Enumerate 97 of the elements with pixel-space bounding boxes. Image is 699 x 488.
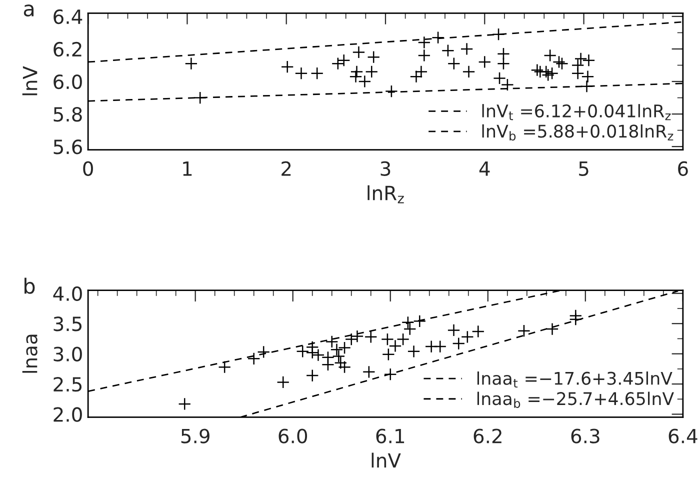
point	[296, 344, 310, 358]
point	[403, 322, 416, 336]
x-tick-label: 6.2	[474, 428, 502, 444]
point	[569, 312, 582, 326]
point	[325, 335, 338, 348]
y-tick-label: 5.6	[54, 140, 82, 154]
point	[330, 343, 344, 356]
point	[401, 316, 414, 329]
point	[432, 31, 444, 44]
point	[478, 56, 492, 68]
x-tick-label: 1	[183, 162, 192, 176]
x-tick-label: 6.3	[571, 428, 600, 444]
point	[334, 356, 348, 370]
point	[178, 398, 192, 410]
y-tick-label: 3.0	[54, 346, 82, 362]
point	[352, 46, 366, 59]
point	[306, 369, 319, 382]
point	[556, 57, 568, 70]
point	[276, 376, 290, 389]
x-tick-label: 4	[479, 162, 490, 176]
x-tick-label: 0	[83, 161, 93, 176]
point	[581, 70, 594, 84]
point	[358, 75, 372, 88]
point	[312, 348, 325, 362]
point	[367, 50, 380, 64]
point	[544, 49, 557, 62]
point	[362, 365, 376, 378]
point	[349, 70, 362, 84]
point	[434, 340, 447, 353]
x-tick-label: 6.1	[376, 428, 404, 444]
legend-label: lnV$_{t}$ =6.12+0.041lnR$_{z}$	[482, 104, 671, 120]
y-tick-label: 5.8	[54, 106, 82, 122]
x-axis-title: lnR$_{z}$	[368, 185, 404, 204]
point	[571, 66, 584, 80]
point	[322, 358, 334, 372]
point	[580, 80, 594, 93]
legend-label: lnaa$_{t}$ =−17.6+3.45lnV	[477, 371, 672, 388]
y-tick-label: 2.5	[54, 376, 82, 392]
y-tick-label: 3.5	[54, 316, 82, 332]
point	[462, 65, 476, 78]
point	[306, 346, 319, 360]
point	[447, 324, 460, 337]
point	[257, 346, 270, 358]
point	[546, 66, 558, 80]
x-tick-label: 6	[678, 161, 688, 176]
x-tick-label: 5.9	[181, 428, 210, 444]
point	[218, 360, 232, 374]
point	[540, 65, 553, 78]
point	[460, 42, 474, 56]
point	[497, 47, 510, 60]
point	[385, 84, 398, 98]
point	[381, 332, 394, 346]
point	[493, 72, 506, 85]
y-tick-label: 2.0	[54, 407, 82, 422]
y-tick-label: 6.2	[54, 42, 82, 57]
point	[413, 314, 426, 328]
point	[247, 352, 260, 366]
point	[384, 368, 397, 381]
point	[472, 325, 485, 338]
point	[418, 49, 431, 62]
y-axis-title: lnV	[22, 66, 38, 96]
y-tick-label: 6.4	[54, 9, 82, 24]
x-tick-label: 6.0	[278, 428, 308, 444]
x-tick-label: 3	[380, 161, 390, 176]
legend-label: lnaa$_{b}$ =−25.7+4.65lnV	[477, 392, 674, 408]
y-tick-label: 4.0	[53, 286, 82, 302]
point	[194, 91, 207, 104]
point	[365, 65, 378, 78]
point	[350, 65, 364, 78]
point	[552, 56, 566, 68]
x-tick-label: 5	[579, 162, 588, 176]
point	[530, 64, 544, 77]
point	[294, 66, 308, 80]
point	[447, 57, 460, 70]
legend-label: lnV$_{b}$ =5.88+0.018lnR$_{z}$	[482, 124, 674, 141]
x-tick-label: 2	[282, 161, 291, 176]
point	[310, 66, 324, 80]
x-axis-title: lnV	[372, 452, 401, 468]
point	[497, 57, 510, 70]
point	[542, 68, 555, 82]
point	[546, 322, 559, 336]
point	[492, 28, 505, 41]
point	[518, 324, 530, 338]
text: a	[24, 4, 34, 16]
point	[364, 330, 378, 344]
point	[501, 78, 514, 92]
point	[418, 36, 431, 49]
x-tick-label: 6.4	[668, 428, 698, 444]
text: b	[24, 278, 35, 294]
point	[338, 360, 351, 374]
point	[280, 60, 294, 74]
point	[582, 54, 596, 67]
y-axis-title: lnaa	[22, 334, 38, 373]
y-tick-label: 6.0	[54, 74, 82, 90]
point	[407, 344, 420, 358]
point	[184, 57, 198, 70]
point	[442, 44, 454, 58]
